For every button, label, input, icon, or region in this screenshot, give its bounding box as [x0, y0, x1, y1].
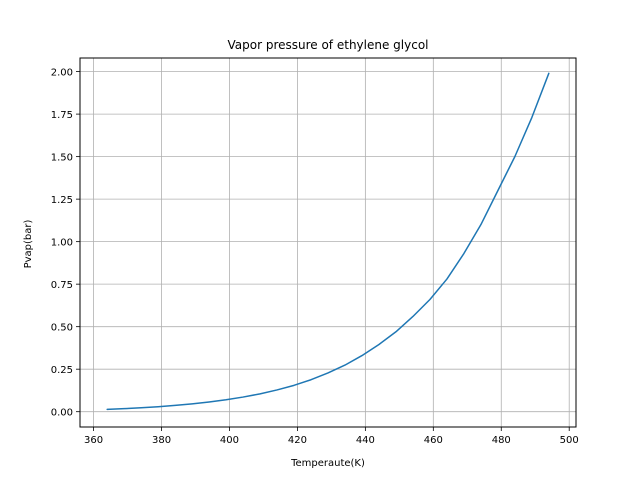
y-tick-label: 2.00: [51, 68, 73, 79]
x-tick-label: 460: [424, 435, 443, 446]
y-tick-label: 0.50: [51, 323, 73, 334]
chart-title: Vapor pressure of ethylene glycol: [227, 38, 428, 52]
y-tick-label: 1.25: [51, 195, 73, 206]
x-axis-label: Temperaute(K): [290, 458, 365, 469]
x-tick-label: 360: [84, 435, 103, 446]
x-tick-label: 440: [356, 435, 375, 446]
x-tick-label: 380: [152, 435, 171, 446]
x-tick-label: 480: [492, 435, 511, 446]
x-tick-label: 500: [560, 435, 579, 446]
y-tick-label: 1.75: [51, 110, 73, 121]
y-tick-label: 0.25: [51, 365, 73, 376]
x-tick-label: 420: [288, 435, 307, 446]
y-axis-label: Pvap(bar): [23, 220, 34, 269]
x-tick-label: 400: [220, 435, 239, 446]
y-tick-label: 0.00: [51, 408, 73, 419]
y-tick-label: 0.75: [51, 280, 73, 291]
y-tick-label: 1.50: [51, 153, 73, 164]
y-tick-label: 1.00: [51, 238, 73, 249]
